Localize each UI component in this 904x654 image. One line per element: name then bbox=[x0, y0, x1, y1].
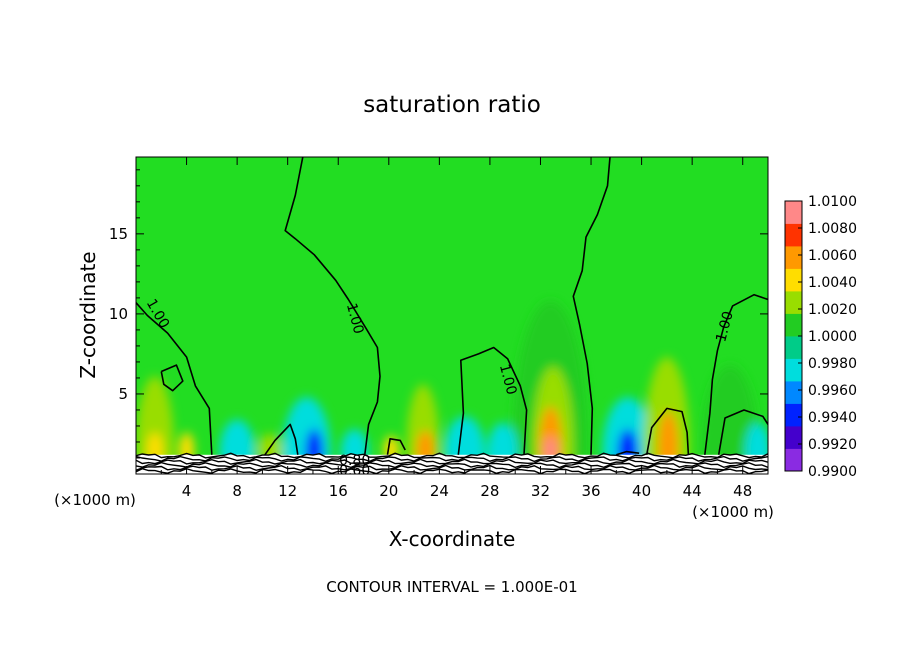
terrain-contour-line bbox=[136, 464, 768, 472]
contour-label: 0.60 bbox=[339, 463, 370, 479]
contour-interval-note: CONTOUR INTERVAL = 1.000E-01 bbox=[326, 578, 577, 596]
x-tick-label: 28 bbox=[480, 482, 499, 500]
x-tick-label: 44 bbox=[683, 482, 702, 500]
y-axis-label: Z-coordinate bbox=[76, 251, 100, 378]
contour-line bbox=[717, 409, 768, 455]
colorbar-swatch bbox=[785, 246, 802, 269]
colorbar-swatch bbox=[785, 201, 802, 224]
colorbar-label: 1.0000 bbox=[808, 329, 857, 345]
surface-layer bbox=[136, 452, 768, 474]
x-tick-label: 8 bbox=[232, 482, 242, 500]
contour-lines bbox=[136, 157, 768, 456]
x-tick-label: 24 bbox=[430, 482, 449, 500]
chart-title: saturation ratio bbox=[363, 92, 541, 118]
x-axis-ticks: 4 8 12 16 20 24 28 32 36 40 44 48 bbox=[160, 157, 752, 500]
colorbar-swatch bbox=[785, 223, 802, 247]
field-anomaly bbox=[702, 365, 758, 474]
y-tick-label: 15 bbox=[109, 225, 128, 243]
contour-line bbox=[386, 438, 406, 455]
x-tick-label: 16 bbox=[329, 482, 348, 500]
colorbar-swatch bbox=[785, 448, 802, 472]
colorbar: 1.0100 1.0080 1.0060 1.0040 1.0020 1.0000 0.99… bbox=[784, 194, 857, 480]
contour-line bbox=[457, 346, 528, 455]
colorbar-label: 0.9960 bbox=[808, 383, 857, 399]
colorbar-swatch bbox=[785, 403, 802, 427]
field-anomaly bbox=[444, 416, 485, 474]
x-tick-label: 36 bbox=[581, 482, 600, 500]
terrain-contour-line bbox=[136, 452, 768, 459]
x-tick-label: 20 bbox=[379, 482, 398, 500]
contour-label: 1.00 bbox=[496, 362, 520, 396]
contour-label: 1.00 bbox=[343, 302, 367, 336]
contour-line bbox=[704, 293, 768, 455]
contour-line bbox=[264, 423, 299, 456]
contour-label: 0.80 bbox=[339, 453, 370, 469]
x-unit-label-right: (×1000 m) bbox=[692, 503, 774, 521]
contour-line bbox=[616, 450, 640, 456]
colorbar-label: 0.9920 bbox=[808, 437, 857, 453]
terrain-contour-line bbox=[136, 461, 768, 469]
field-anomaly bbox=[136, 376, 174, 474]
plot-area: 1.00 1.001.001.000.800.60 bbox=[136, 157, 768, 479]
colorbar-swatch bbox=[785, 336, 802, 359]
colorbar-label: 1.0040 bbox=[808, 275, 857, 291]
colorbar-swatch bbox=[785, 268, 802, 292]
x-axis-label: X-coordinate bbox=[389, 527, 516, 551]
terrain-contour-line bbox=[136, 455, 768, 463]
terrain-contour-line bbox=[136, 467, 768, 474]
y-tick-label: 5 bbox=[118, 385, 128, 403]
y-axis-ticks: 5 10 15 bbox=[109, 169, 768, 459]
x-unit-label-left: (×1000 m) bbox=[54, 491, 136, 509]
colorbar-label: 0.9900 bbox=[808, 464, 857, 480]
colorbar-swatch bbox=[785, 358, 802, 382]
x-tick-label: 12 bbox=[278, 482, 297, 500]
x-tick-label: 4 bbox=[182, 482, 192, 500]
contour-line bbox=[136, 302, 213, 455]
colorbar-swatch bbox=[785, 426, 802, 449]
colorbar-label: 1.0080 bbox=[808, 221, 857, 237]
colorbar-label: 1.0100 bbox=[808, 194, 857, 210]
terrain-contour-line bbox=[136, 458, 768, 465]
contour-line bbox=[284, 157, 381, 455]
contour-label: 1.00 bbox=[713, 310, 737, 344]
contour-line bbox=[645, 407, 690, 455]
x-tick-label: 32 bbox=[531, 482, 550, 500]
contour-line bbox=[572, 157, 611, 455]
plot-frame bbox=[135, 156, 769, 475]
colorbar-swatch bbox=[785, 381, 802, 404]
contour-line bbox=[160, 364, 184, 392]
colorbar-swatch bbox=[785, 291, 802, 314]
colorbar-label: 1.0060 bbox=[808, 248, 857, 264]
colorbar-label: 0.9940 bbox=[808, 410, 857, 426]
colorbar-swatch bbox=[785, 313, 802, 337]
x-tick-label: 40 bbox=[632, 482, 651, 500]
colorbar-label: 0.9980 bbox=[808, 356, 857, 372]
colorbar-label: 1.0020 bbox=[808, 302, 857, 318]
y-tick-label: 10 bbox=[109, 305, 128, 323]
x-tick-label: 48 bbox=[733, 482, 752, 500]
